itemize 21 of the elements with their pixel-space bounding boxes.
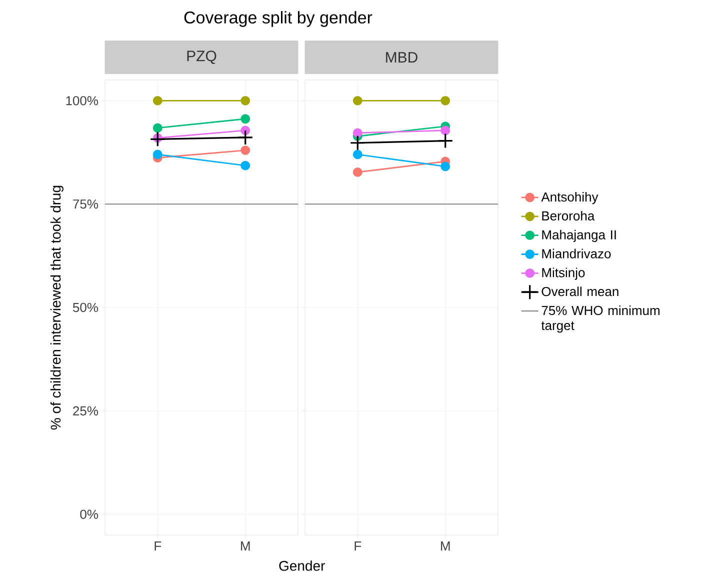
y-tick-label: 75% [73,200,98,209]
y-tick-label: 0% [80,510,98,519]
chart-subtitle: MBD [386,52,418,62]
legend-label: Overall mean [542,286,618,296]
x-tick-label: M [241,542,250,550]
chart-title: Coverage split by gender [184,11,372,27]
y-tick-label: 50% [72,302,98,312]
legend-label: Miandrivazo [542,248,611,258]
chart-subtitle: PZQ [187,50,216,64]
legend-label: Mitsinjo [542,268,585,280]
legend-label: 75% WHO minimum target [541,306,660,333]
y-tick-label: 25% [73,406,98,416]
y-tick-label: 100% [66,96,98,106]
legend-label: Antsohihy [541,192,598,204]
x-axis-title: Gender [279,560,325,571]
y-axis-title: % of children interviewed that took drug [50,186,64,430]
legend-label: Mahajanga II [542,230,616,242]
x-tick-label: F [154,542,162,550]
legend-label: Beroroha [542,210,595,220]
x-tick-label: M [441,542,450,550]
x-tick-label: F [354,542,362,550]
